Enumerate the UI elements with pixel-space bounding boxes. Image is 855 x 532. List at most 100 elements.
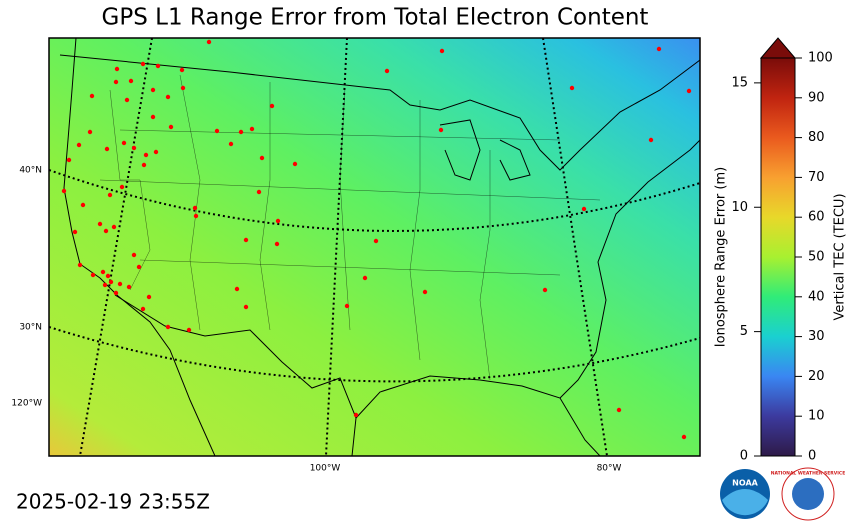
station: [113, 79, 119, 85]
station: [136, 264, 142, 270]
station: [193, 213, 199, 219]
station: [80, 202, 86, 208]
right-tick-label: 70: [808, 170, 825, 185]
station: [192, 205, 198, 211]
timestamp: 2025-02-19 23:55Z: [16, 490, 210, 514]
station: [353, 412, 359, 418]
noaa-text: NOAA: [732, 479, 758, 488]
station: [143, 152, 149, 158]
station: [97, 221, 103, 227]
station: [90, 272, 96, 278]
station: [72, 229, 78, 235]
right-tick-label: 10: [808, 409, 825, 424]
station: [292, 161, 298, 167]
station: [384, 68, 390, 74]
station: [141, 162, 147, 168]
graticule-label: 30°N: [19, 323, 42, 333]
station: [648, 137, 654, 143]
station: [104, 146, 110, 152]
station: [243, 237, 249, 243]
station: [214, 128, 220, 134]
station: [155, 63, 161, 69]
station: [438, 127, 444, 133]
station: [439, 48, 445, 54]
station: [344, 303, 350, 309]
station: [117, 281, 123, 287]
station: [165, 324, 171, 330]
station: [61, 188, 67, 194]
right-tick-label: 80: [808, 130, 825, 145]
title: GPS L1 Range Error from Total Electron C…: [102, 5, 649, 31]
station: [113, 290, 119, 296]
station: [150, 114, 156, 120]
station: [180, 85, 186, 91]
right-tick-label: 50: [808, 250, 825, 265]
station: [100, 269, 106, 275]
station: [121, 140, 127, 146]
station: [243, 304, 249, 310]
map: [49, 38, 700, 456]
nws-logo: NATIONAL WEATHER SERVICE: [771, 467, 846, 521]
station: [373, 238, 379, 244]
left-tick-label: 5: [740, 324, 748, 339]
station: [422, 289, 428, 295]
map-frame: [48, 37, 701, 457]
right-tick-label: 40: [808, 289, 825, 304]
colorbar: [760, 57, 796, 457]
left-tick-label: 0: [740, 449, 748, 464]
graticule-label: 120°W: [11, 399, 42, 409]
station: [140, 61, 146, 67]
station: [126, 284, 132, 290]
station: [206, 39, 212, 45]
graticule-label: 100°W: [310, 464, 341, 474]
right-tick-label: 0: [808, 449, 816, 464]
station: [362, 275, 368, 281]
station: [146, 294, 152, 300]
station: [89, 93, 95, 99]
station: [108, 279, 114, 285]
nws-text: NATIONAL WEATHER SERVICE: [771, 471, 846, 477]
station: [275, 218, 281, 224]
right-tick-label: 30: [808, 329, 825, 344]
station: [656, 46, 662, 52]
right-tick-label: 20: [808, 369, 825, 384]
station: [153, 149, 159, 155]
station: [102, 282, 108, 288]
station: [103, 228, 109, 234]
station: [107, 192, 113, 198]
station: [581, 206, 587, 212]
station: [131, 252, 137, 258]
station: [569, 85, 575, 91]
station: [140, 306, 146, 312]
station: [77, 262, 83, 268]
left-tick-label: 15: [731, 75, 748, 90]
station: [681, 434, 687, 440]
station: [119, 184, 125, 190]
colorbar-left-label: Ionosphere Range Error (m): [714, 167, 729, 347]
station: [150, 87, 156, 93]
station: [186, 327, 192, 333]
station: [87, 129, 93, 135]
stations: [61, 39, 692, 440]
right-tick-label: 100: [808, 51, 833, 66]
station: [114, 66, 120, 72]
station: [234, 286, 240, 292]
colorbar-right-label: Vertical TEC (TECU): [833, 193, 848, 320]
station: [249, 126, 255, 132]
right-tick-label: 60: [808, 210, 825, 225]
station: [76, 142, 82, 148]
station: [238, 129, 244, 135]
station: [105, 273, 111, 279]
station: [128, 78, 134, 84]
left-tick-label: 10: [731, 200, 748, 215]
coastlines: [59, 38, 700, 456]
tec-field: [49, 38, 700, 456]
station: [124, 97, 130, 103]
colorbar-extend: [759, 37, 797, 59]
station: [228, 141, 234, 147]
station: [269, 103, 275, 109]
noaa-logo: NOAA: [720, 469, 770, 519]
station: [168, 124, 174, 130]
station: [131, 145, 137, 151]
station: [66, 157, 72, 163]
